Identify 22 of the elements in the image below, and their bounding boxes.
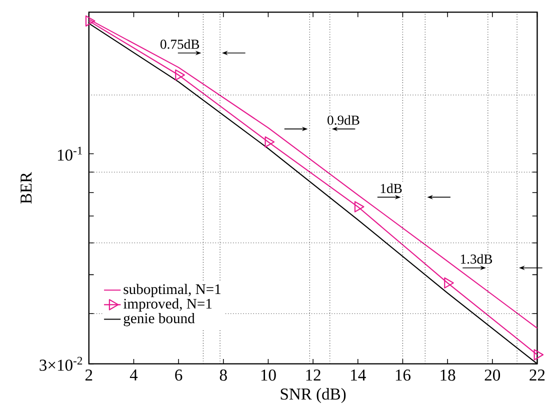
annotation: 0.75dB — [160, 39, 200, 49]
legend-label: suboptimal, N=1 — [124, 284, 221, 298]
x-tick-label: 14 — [351, 370, 366, 380]
legend-label: genie bound — [124, 312, 195, 326]
x-tick-label: 6 — [175, 370, 182, 381]
y-tick-label: 3×10$^{-2}$ — [40, 356, 82, 371]
x-tick-label: 4 — [130, 370, 138, 380]
x-tick-label: 2 — [85, 370, 92, 380]
x-tick-label: 10 — [261, 370, 276, 381]
x-tick-label: 18 — [440, 370, 456, 381]
x-axis-title: SNR (dB) — [280, 388, 346, 404]
y-axis-title: BER — [20, 172, 32, 204]
x-tick-label: 22 — [530, 370, 545, 380]
x-tick-label: 8 — [220, 370, 227, 381]
x-tick-label: 16 — [396, 370, 410, 381]
x-tick-label: 12 — [306, 370, 320, 380]
annotation: 0.9dB — [328, 115, 360, 125]
annotation: 1.3dB — [460, 254, 492, 264]
y-tick-label: 10$^{-1}$ — [58, 146, 82, 161]
x-tick-label: 20 — [484, 370, 500, 381]
annotation: 1dB — [380, 183, 402, 194]
legend-label: improved, N=1 — [123, 298, 212, 312]
